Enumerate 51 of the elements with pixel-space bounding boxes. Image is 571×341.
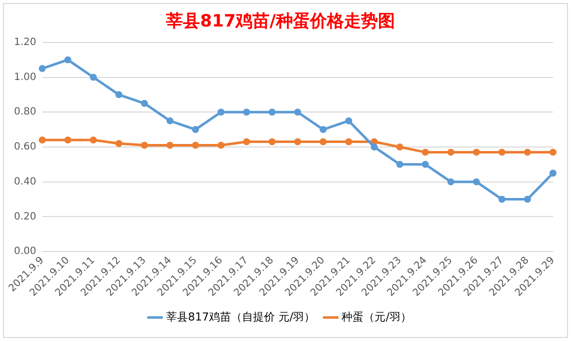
point	[320, 126, 327, 134]
point	[140, 100, 148, 107]
point	[166, 142, 174, 149]
point	[192, 142, 199, 149]
point	[524, 196, 531, 203]
legend-label: 种蛋（元/羽）	[342, 310, 412, 324]
point	[550, 148, 556, 156]
point	[447, 148, 454, 156]
point	[115, 91, 122, 98]
point	[472, 148, 480, 156]
y-tick-label: 0.00	[14, 246, 36, 258]
point	[218, 142, 225, 149]
legend-label: 莘县817鸡苗（自提价 元/羽）	[166, 310, 316, 324]
y-tick-label: 0.60	[14, 142, 36, 153]
point	[498, 196, 506, 203]
point	[90, 136, 97, 144]
point	[166, 117, 174, 124]
point	[192, 126, 199, 134]
point	[396, 143, 404, 150]
point	[294, 138, 302, 146]
point	[345, 117, 352, 124]
point	[472, 178, 480, 186]
point	[524, 148, 531, 156]
point	[64, 56, 72, 64]
point	[268, 138, 276, 146]
point	[243, 138, 250, 146]
point	[218, 108, 225, 116]
point	[243, 108, 250, 116]
y-tick-label: 0.20	[14, 211, 36, 222]
point	[268, 108, 276, 116]
point	[370, 143, 378, 150]
point	[115, 140, 122, 147]
chart-title: 莘县817鸡苗/种蛋价格走势图	[165, 12, 395, 32]
point	[140, 142, 148, 149]
point	[422, 148, 429, 156]
point	[294, 108, 302, 116]
point	[38, 136, 46, 144]
point	[345, 138, 352, 146]
point	[550, 170, 556, 177]
point	[422, 160, 429, 168]
point	[447, 178, 454, 186]
point	[90, 74, 97, 81]
point	[38, 65, 46, 72]
point	[320, 138, 327, 146]
point	[396, 160, 404, 168]
y-tick-label: 0.80	[14, 106, 36, 118]
y-tick-label: 0.40	[14, 176, 36, 188]
y-tick-label: 1.00	[14, 72, 36, 83]
y-tick-label: 1.20	[14, 36, 36, 48]
point	[498, 148, 506, 156]
point	[64, 136, 72, 144]
